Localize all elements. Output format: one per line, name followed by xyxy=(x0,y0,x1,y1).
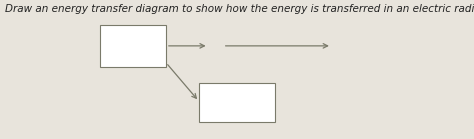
Bar xyxy=(100,25,166,67)
Bar xyxy=(199,83,275,122)
Text: Draw an energy transfer diagram to show how the energy is transferred in an elec: Draw an energy transfer diagram to show … xyxy=(5,4,474,14)
